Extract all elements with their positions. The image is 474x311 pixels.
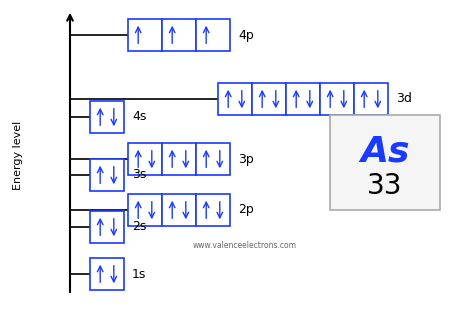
- Text: 2s: 2s: [132, 220, 146, 234]
- Bar: [90, 211, 124, 243]
- Bar: [286, 83, 320, 115]
- Bar: [196, 143, 230, 175]
- Text: 4p: 4p: [238, 29, 254, 41]
- Bar: [90, 101, 124, 133]
- Text: As: As: [360, 134, 410, 168]
- Bar: [320, 83, 354, 115]
- Text: 4s: 4s: [132, 110, 146, 123]
- Bar: [354, 83, 388, 115]
- Text: 2p: 2p: [238, 203, 254, 216]
- Bar: [330, 115, 440, 210]
- Text: 33: 33: [367, 172, 403, 200]
- Bar: [90, 159, 124, 191]
- Bar: [128, 143, 162, 175]
- Bar: [162, 194, 196, 226]
- Text: Energy level: Energy level: [13, 121, 23, 190]
- Bar: [162, 19, 196, 51]
- Text: 3d: 3d: [396, 92, 412, 105]
- Bar: [252, 83, 286, 115]
- Bar: [196, 194, 230, 226]
- Bar: [90, 258, 124, 290]
- Text: 1s: 1s: [132, 267, 146, 281]
- Bar: [128, 19, 162, 51]
- Bar: [128, 194, 162, 226]
- Text: 3s: 3s: [132, 169, 146, 182]
- Text: www.valenceelectrons.com: www.valenceelectrons.com: [193, 240, 297, 249]
- Text: 3p: 3p: [238, 152, 254, 165]
- Bar: [162, 143, 196, 175]
- Bar: [218, 83, 252, 115]
- Bar: [196, 19, 230, 51]
